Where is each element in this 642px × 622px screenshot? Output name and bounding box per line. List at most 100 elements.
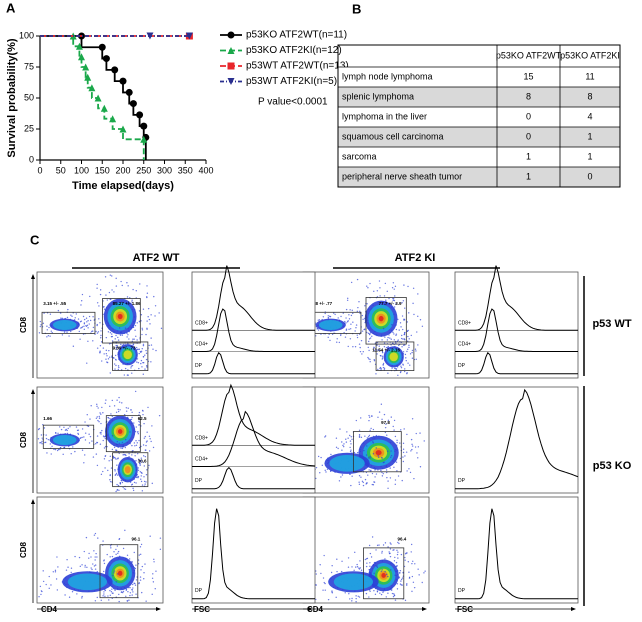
legend-label: p53WT ATF2KI(n=5)	[246, 76, 337, 87]
event-dot	[105, 336, 108, 339]
event-dot	[137, 452, 139, 455]
event-dot	[140, 314, 143, 316]
event-dot	[136, 431, 139, 433]
event-dot	[111, 275, 113, 277]
event-dot	[96, 464, 99, 467]
event-dot	[124, 529, 126, 532]
event-dot	[416, 331, 418, 333]
event-dot	[139, 461, 141, 463]
event-dot	[393, 466, 395, 469]
marker	[227, 78, 235, 85]
event-dot	[91, 330, 94, 332]
event-dot	[404, 307, 406, 309]
event-dot	[133, 551, 135, 554]
event-dot	[396, 470, 398, 472]
event-dot	[138, 554, 140, 556]
event-dot	[152, 581, 155, 583]
event-dot	[394, 479, 397, 481]
histogram-curve	[455, 388, 579, 490]
event-dot	[89, 319, 92, 322]
row-title: p53 KO	[593, 460, 632, 472]
event-dot	[144, 354, 146, 356]
event-dot	[380, 335, 382, 338]
event-dot	[105, 349, 108, 352]
event-dot	[59, 426, 61, 428]
event-dot	[406, 583, 408, 585]
event-dot	[152, 348, 154, 350]
event-dot	[107, 416, 109, 419]
event-dot	[144, 368, 146, 370]
event-dot	[145, 449, 147, 451]
event-dot	[340, 570, 343, 573]
event-dot	[131, 301, 133, 303]
event-dot	[143, 578, 145, 580]
event-dot	[74, 317, 76, 319]
event-dot	[92, 340, 94, 342]
event-dot	[383, 342, 386, 344]
event-dot	[402, 338, 404, 340]
event-dot	[135, 290, 137, 292]
event-dot	[151, 593, 153, 596]
event-dot	[393, 560, 396, 562]
gate	[41, 311, 96, 334]
event-dot	[139, 576, 142, 578]
marker	[94, 94, 102, 102]
event-dot	[110, 413, 112, 415]
event-dot	[336, 570, 338, 573]
histogram: DP	[454, 386, 579, 494]
event-dot	[359, 567, 362, 569]
event-dot	[375, 473, 378, 475]
event-dot	[113, 363, 116, 365]
event-dot	[392, 425, 394, 428]
gate-label: 9.89 +/- .73	[113, 346, 136, 351]
event-dot	[85, 536, 88, 539]
event-dot	[390, 543, 392, 545]
event-dot	[96, 405, 98, 408]
event-dot	[132, 344, 134, 346]
event-dot	[149, 323, 151, 325]
event-dot	[390, 569, 392, 571]
event-dot	[407, 285, 409, 288]
event-dot	[134, 324, 137, 327]
event-dot	[41, 443, 43, 445]
event-dot	[383, 367, 386, 370]
event-dot	[142, 455, 145, 457]
x-tick-label: 150	[95, 165, 110, 175]
event-dot	[117, 446, 119, 448]
dot-plot: 1.66 62.5 30.6 CD8	[19, 386, 164, 494]
event-dot	[354, 551, 356, 554]
annotation: P value<0.0001	[258, 97, 328, 108]
event-dot	[142, 362, 145, 364]
event-dot	[382, 591, 384, 594]
event-dot	[40, 593, 42, 596]
event-dot	[98, 417, 101, 419]
gate-label: 11.54 +/- 2.16	[372, 348, 400, 353]
dot-plot: 3.15 +/- .55 85.27 +/- 1.86 9.89 +/- .73 CD…	[19, 271, 164, 379]
plot-frame	[454, 496, 579, 604]
event-dot	[358, 568, 361, 570]
event-dot	[109, 479, 111, 481]
event-dot	[107, 331, 110, 333]
event-dot	[146, 431, 148, 433]
event-dot	[38, 596, 40, 598]
event-dot	[369, 590, 371, 592]
event-dot	[109, 372, 111, 374]
event-dot	[343, 443, 345, 445]
event-dot	[393, 339, 395, 341]
event-dot	[388, 552, 391, 555]
event-dot	[346, 321, 349, 323]
event-dot	[413, 477, 415, 480]
event-dot	[49, 443, 52, 445]
event-dot	[101, 429, 103, 432]
event-dot	[382, 461, 385, 464]
marker	[78, 53, 85, 61]
event-dot	[379, 366, 382, 369]
event-dot	[359, 346, 361, 349]
event-dot	[95, 552, 97, 555]
y-tick-label: 0	[29, 154, 34, 164]
event-dot	[356, 452, 359, 454]
histogram-curve	[455, 308, 578, 352]
event-dot	[42, 322, 45, 325]
event-dot	[84, 564, 86, 567]
panel-label: A	[6, 0, 16, 15]
